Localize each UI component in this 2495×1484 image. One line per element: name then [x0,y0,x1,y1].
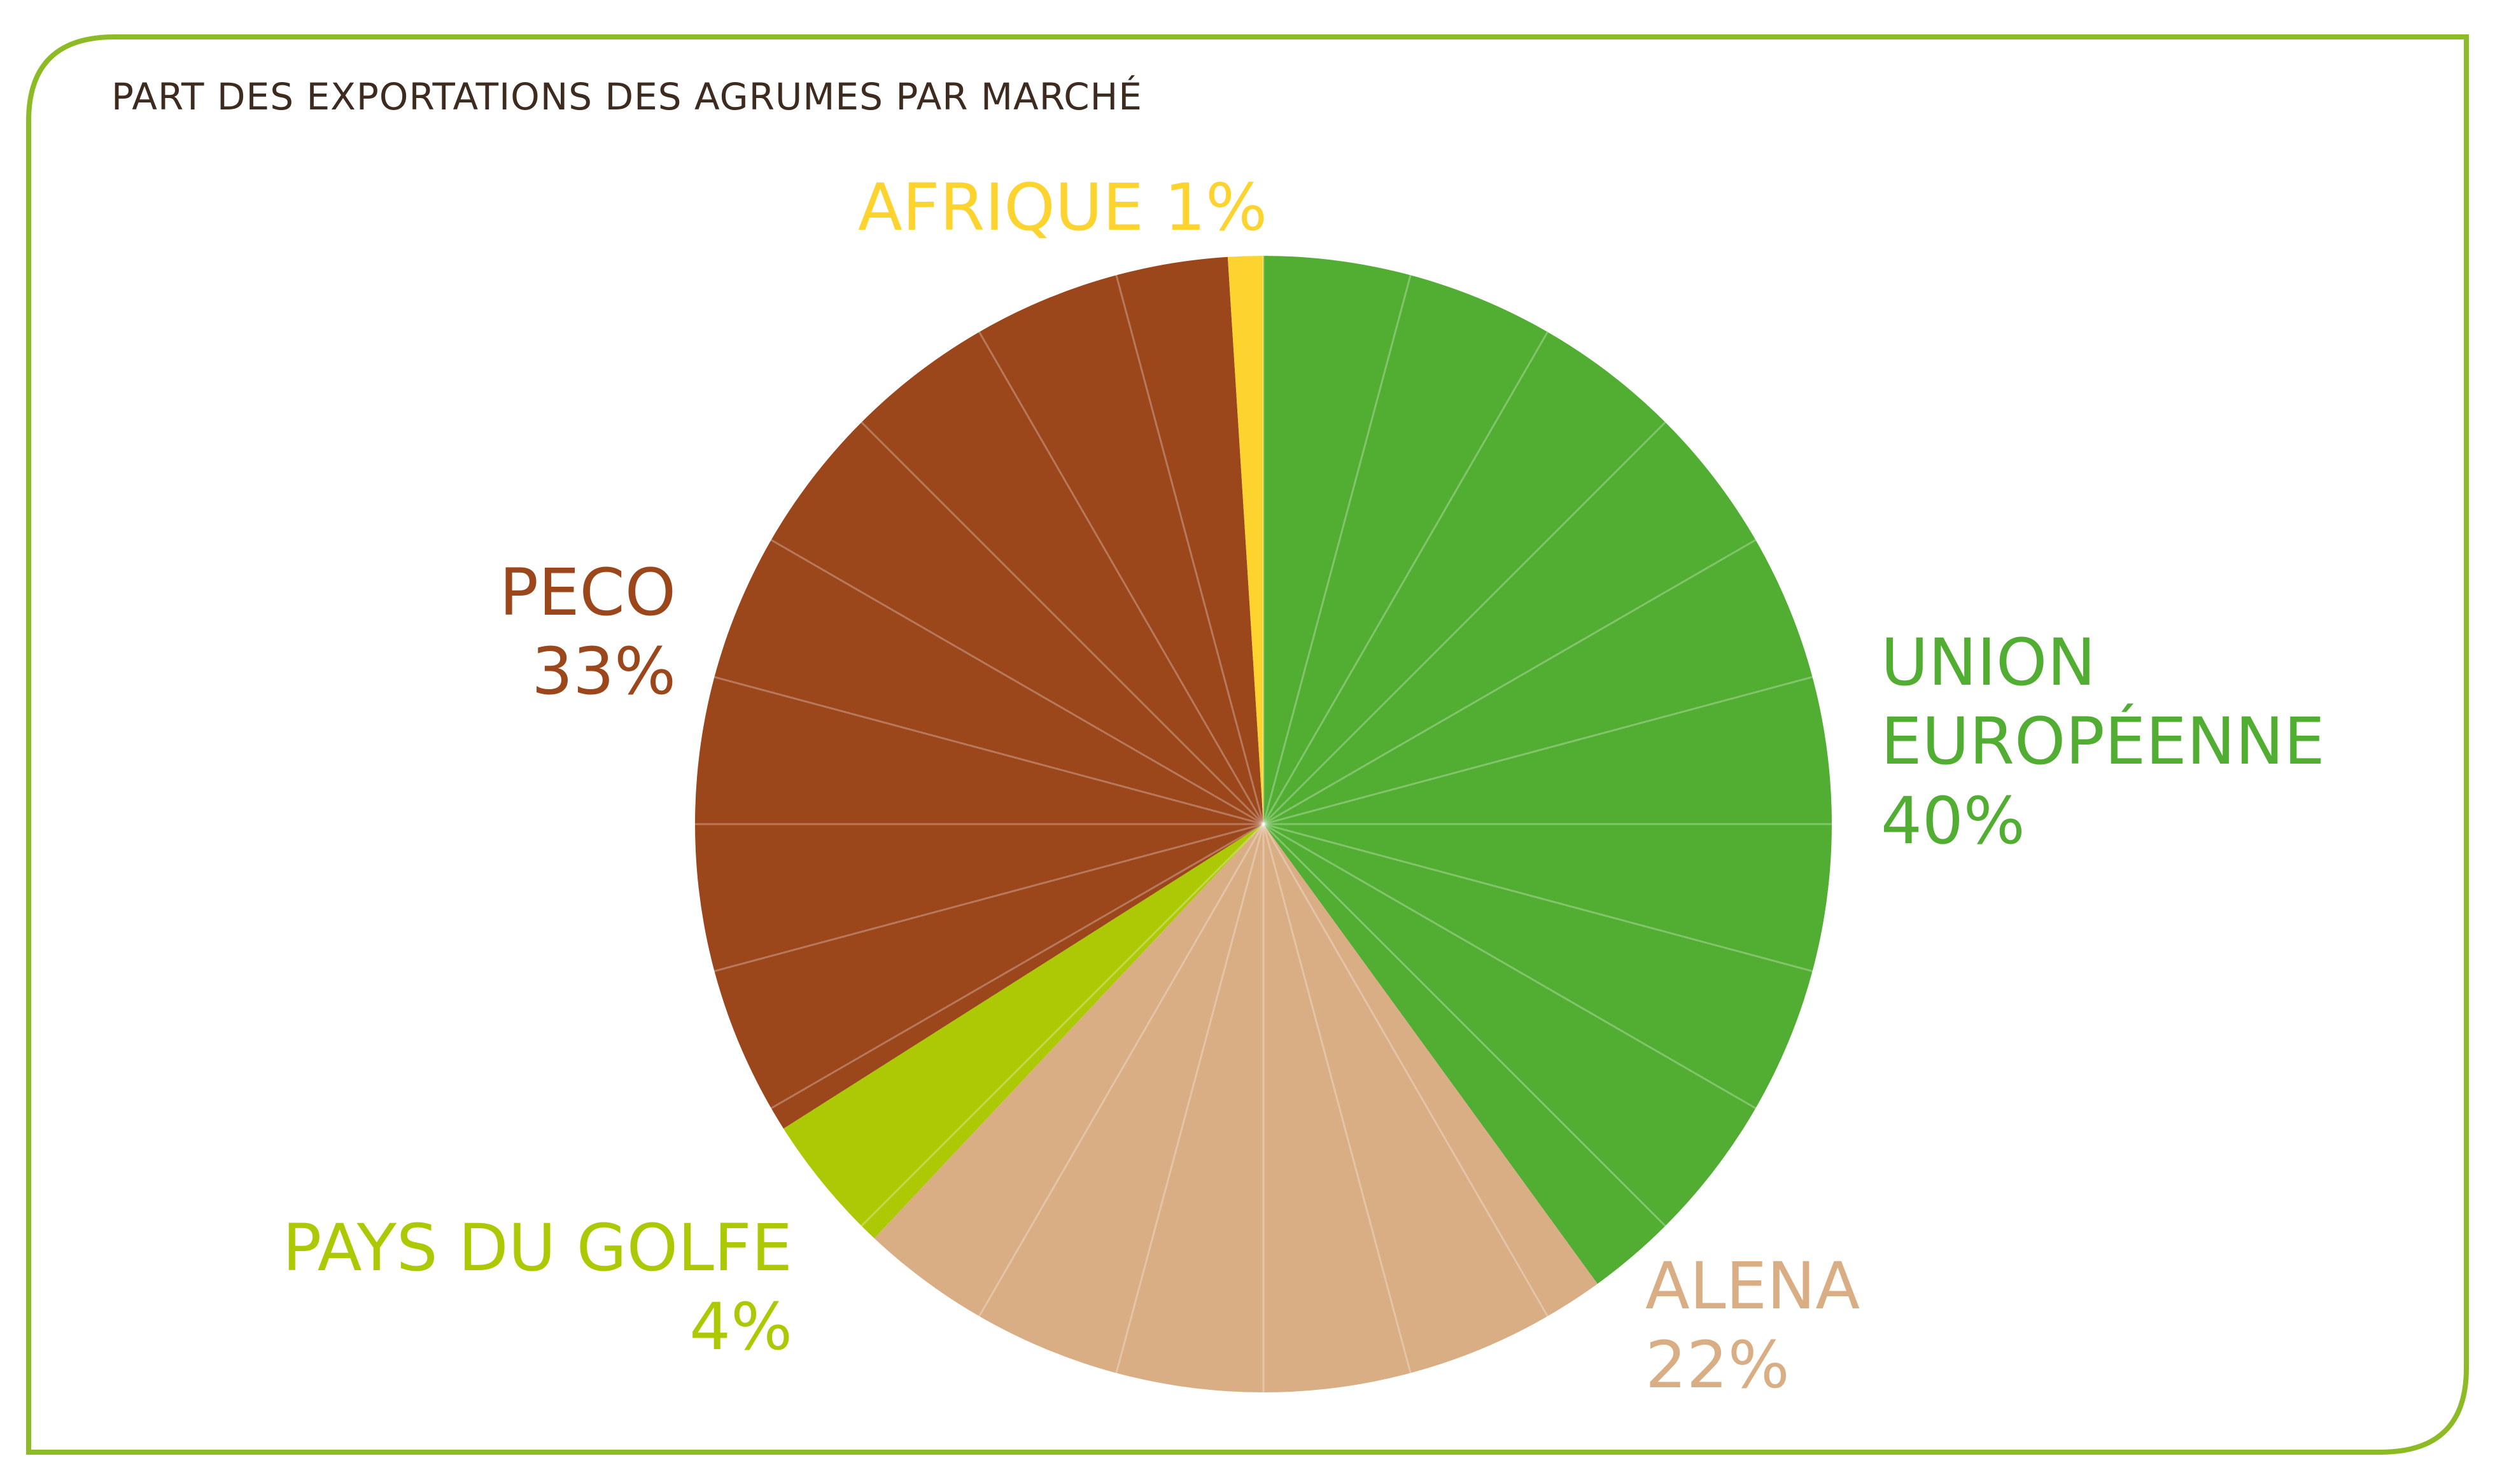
pie-segment-line [714,676,1264,825]
label-union-europeenne-value: 40% [1881,783,2025,859]
pie-segment-line [1263,676,1813,825]
label-pays-du-golfe-name: PAYS DU GOLFE [282,1210,792,1286]
chart-title: PART DES EXPORTATIONS DES AGRUMES PAR MA… [111,75,1142,118]
pie-slice-peco [695,256,1263,1129]
pie-segment-line [861,421,1265,825]
pie-segment-line [1115,823,1265,1373]
pie-segment-line [861,823,1265,1227]
pie-segment-line [1263,539,1757,825]
pie-segment-line [1262,275,1412,825]
pie-segment-line [978,331,1265,825]
pie-segment-line [1263,823,1813,972]
label-afrique-text: AFRIQUE 1% [858,170,1268,246]
pie-segment-line [1262,823,1412,1373]
pie-slice-afrique [1227,256,1263,824]
label-alena: ALENA 22% [1645,1247,1860,1406]
pie-chart [695,256,1832,1393]
pie-segment-line [1115,275,1265,825]
label-union-europeenne-name: UNION EUROPÉENNE [1881,625,2325,780]
label-alena-value: 22% [1645,1327,1790,1404]
label-afrique: AFRIQUE 1% [858,169,1267,248]
pie-segment-line [1262,331,1549,825]
label-alena-name: ALENA [1645,1249,1860,1324]
pie-slice-alena [874,824,1598,1393]
pie-segment-line [1263,823,1757,1109]
label-pays-du-golfe-value: 4% [689,1289,792,1366]
frame-border [26,34,2469,1455]
pie-segment-line [1262,421,1666,825]
pie-segment-line [714,823,1264,972]
pie-segment-line [770,539,1264,825]
pie-segment-line [1262,823,1549,1317]
pie-slice-pays-du-golfe [784,824,1263,1238]
label-peco-value: 33% [531,634,676,710]
label-peco-name: PECO [499,555,676,631]
pie-segment-line [978,823,1265,1317]
pie-slice-union-europ-enne [1263,256,1832,1284]
pie-segment-line [770,823,1264,1109]
label-pays-du-golfe: PAYS DU GOLFE 4% [283,1209,792,1368]
label-peco: PECO 33% [500,554,676,712]
pie-segment-line [1262,823,1666,1227]
label-union-europeenne: UNION EUROPÉENNE 40% [1881,624,2326,861]
